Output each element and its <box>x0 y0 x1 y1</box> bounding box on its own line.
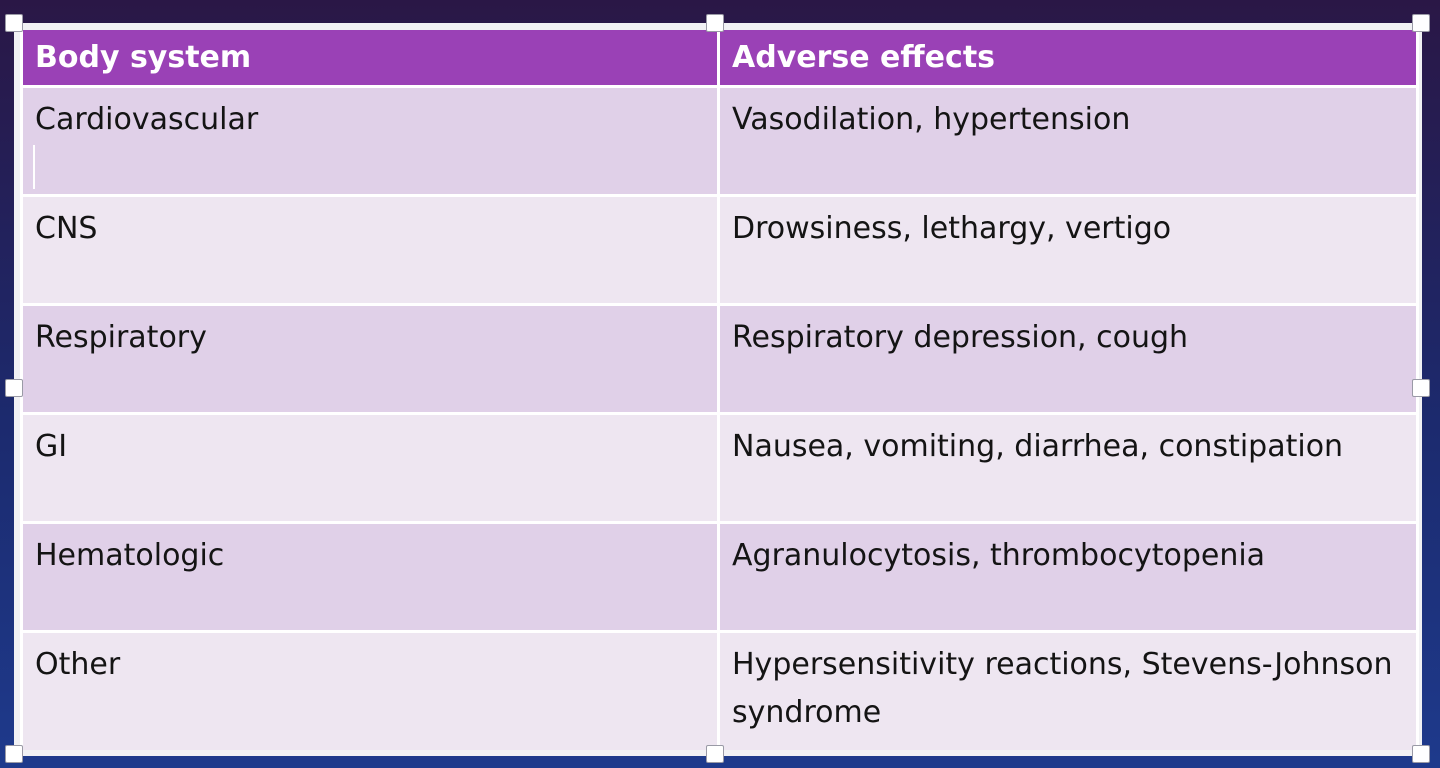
resize-handle-middle-left[interactable] <box>5 379 23 397</box>
resize-handle-top-middle[interactable] <box>706 14 724 32</box>
resize-handle-top-left[interactable] <box>5 14 23 32</box>
table-header-row: Body system Adverse effects <box>20 30 1419 87</box>
cell-adverse-effects[interactable]: Nausea, vomiting, diarrhea, constipation <box>717 412 1419 523</box>
cell-adverse-effects[interactable]: Agranulocytosis, thrombocytopenia <box>717 521 1419 632</box>
cell-adverse-effects[interactable]: Drowsiness, lethargy, vertigo <box>717 194 1419 305</box>
cell-adverse-effects[interactable]: Hypersensitivity reactions, Stevens-John… <box>717 630 1419 750</box>
resize-handle-middle-right[interactable] <box>1412 379 1430 397</box>
cell-body-system[interactable]: Hematologic <box>20 521 720 632</box>
header-body-system[interactable]: Body system <box>20 30 720 87</box>
table-row: Hematologic Agranulocytosis, thrombocyto… <box>20 521 1419 632</box>
table-row: CNS Drowsiness, lethargy, vertigo <box>20 194 1419 305</box>
resize-handle-bottom-right[interactable] <box>1412 745 1430 763</box>
cell-body-system[interactable]: Other <box>20 630 720 750</box>
cell-body-system[interactable]: Respiratory <box>20 303 720 414</box>
table-row: Other Hypersensitivity reactions, Steven… <box>20 630 1419 750</box>
header-adverse-effects[interactable]: Adverse effects <box>717 30 1419 87</box>
cell-body-system[interactable]: GI <box>20 412 720 523</box>
table-object[interactable]: Body system Adverse effects Cardiovascul… <box>20 30 1419 750</box>
cell-body-system[interactable]: CNS <box>20 194 720 305</box>
resize-handle-bottom-middle[interactable] <box>706 745 724 763</box>
text-cursor <box>33 145 35 189</box>
resize-handle-bottom-left[interactable] <box>5 745 23 763</box>
table-row: GI Nausea, vomiting, diarrhea, constipat… <box>20 412 1419 523</box>
resize-handle-top-right[interactable] <box>1412 14 1430 32</box>
table-row: Cardiovascular Vasodilation, hypertensio… <box>20 85 1419 196</box>
cell-adverse-effects[interactable]: Vasodilation, hypertension <box>717 85 1419 196</box>
table-row: Respiratory Respiratory depression, coug… <box>20 303 1419 414</box>
cell-body-system[interactable]: Cardiovascular <box>20 85 720 196</box>
adverse-effects-table[interactable]: Body system Adverse effects Cardiovascul… <box>20 30 1419 750</box>
cell-adverse-effects[interactable]: Respiratory depression, cough <box>717 303 1419 414</box>
